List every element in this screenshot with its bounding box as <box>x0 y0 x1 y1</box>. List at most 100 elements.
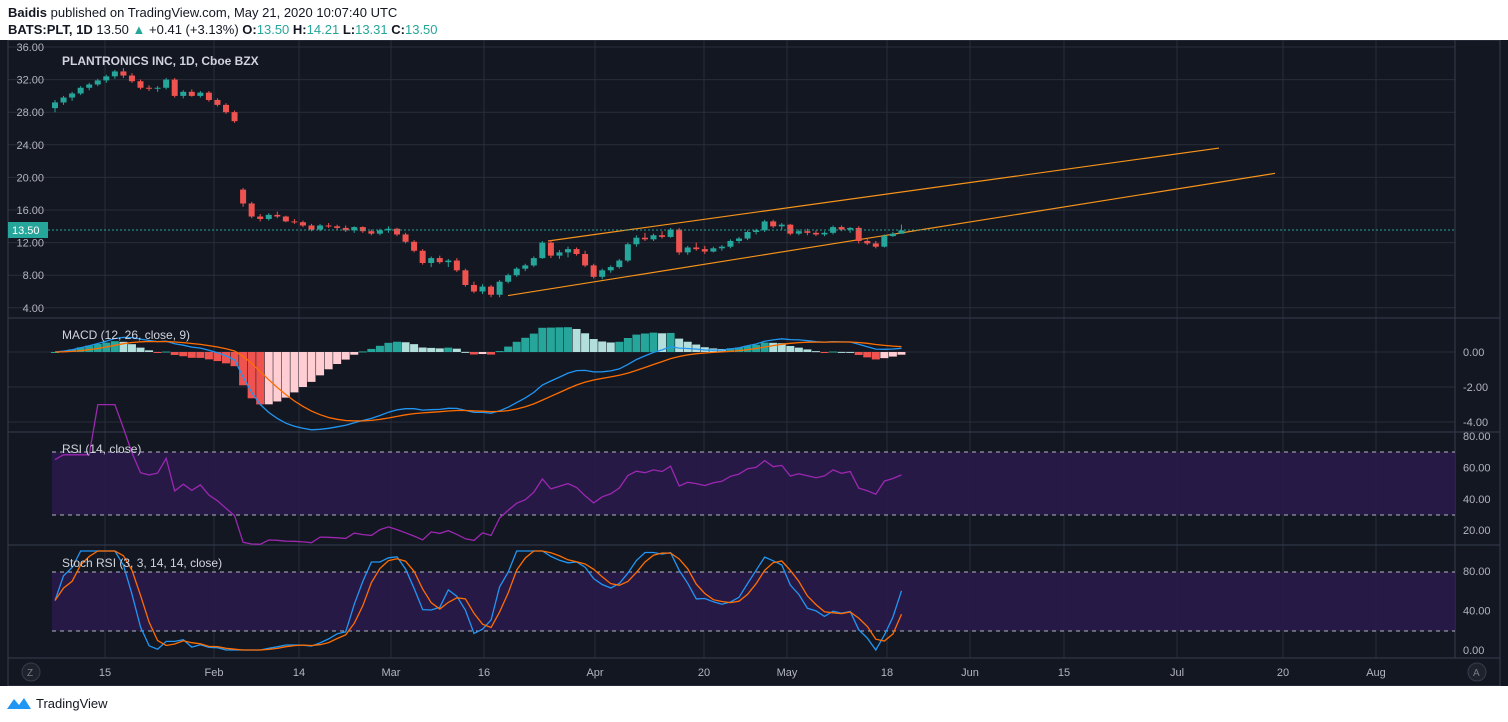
macd-hist-79 <box>726 348 735 352</box>
auto-scale-label: A <box>1473 668 1480 679</box>
macd-hist-48 <box>461 351 470 353</box>
stoch-scale[interactable]: 80.00 40.00 0.00 <box>1463 566 1491 657</box>
macd-hist-33 <box>333 352 342 364</box>
price-change: +0.41 (+3.13%) <box>149 22 239 37</box>
macd-hist-84 <box>769 342 778 352</box>
price-label-badge <box>8 222 48 238</box>
candle-body-51 <box>488 286 495 295</box>
candles <box>52 68 905 298</box>
candle-body-69 <box>641 237 648 240</box>
author-name[interactable]: Baidis <box>8 5 48 20</box>
candle-body-58 <box>547 242 554 256</box>
candle-body-47 <box>453 260 460 271</box>
macd-hist-89 <box>811 351 820 353</box>
rsi-pane[interactable] <box>54 403 902 545</box>
candle-body-56 <box>530 258 537 266</box>
candle-body-96 <box>872 243 879 247</box>
macd-hist-58 <box>546 327 555 352</box>
candle-body-63 <box>590 265 597 277</box>
macd-hist-23 <box>247 352 256 399</box>
macd-tick-0: 0.00 <box>1463 347 1484 359</box>
candle-body-28 <box>291 221 298 223</box>
up-arrow-icon: ▲ <box>132 22 146 37</box>
macd-hist-26 <box>273 352 282 402</box>
candle-body-42 <box>411 241 418 251</box>
candle-body-57 <box>539 242 546 259</box>
candle-body-22 <box>240 189 247 204</box>
candle-body-13 <box>163 79 170 88</box>
candle-body-6 <box>103 76 110 81</box>
candle-body-20 <box>223 104 229 113</box>
price-tick-2: 28.00 <box>16 107 44 119</box>
x-tick-2: 14 <box>293 667 305 679</box>
macd-hist-16 <box>187 352 196 358</box>
rsi-tick-0: 80.00 <box>1463 431 1491 443</box>
tradingview-brand[interactable]: TradingView <box>6 695 108 711</box>
macd-hist-51 <box>487 352 496 355</box>
time-scale[interactable]: 15 Feb 14 Mar 16 Apr 20 May 18 Jun 15 Jul 20 Aug <box>99 667 1386 679</box>
macd-hist-92 <box>837 351 846 353</box>
macd-hist-86 <box>786 345 795 352</box>
macd-line <box>54 336 902 431</box>
zoom-button[interactable] <box>21 662 41 682</box>
trend-upper-line <box>547 147 1220 242</box>
macd-hist-49 <box>469 352 478 355</box>
candle-body-48 <box>462 270 469 285</box>
symbol-label[interactable]: BATS:PLT, 1D <box>8 22 93 37</box>
x-tick-10: 15 <box>1058 667 1070 679</box>
macd-hist-28 <box>290 352 299 393</box>
macd-hist-64 <box>598 341 607 352</box>
candle-body-2 <box>69 93 76 98</box>
stoch-pane[interactable] <box>54 550 903 652</box>
macd-hist-52 <box>495 351 504 353</box>
candle-body-59 <box>556 252 563 256</box>
candle-body-31 <box>317 225 324 230</box>
macd-hist-7 <box>110 341 119 352</box>
macd-hist-12 <box>153 352 162 353</box>
x-tick-4: 16 <box>478 667 490 679</box>
rsi-tick-3: 20.00 <box>1463 525 1491 537</box>
macd-hist-34 <box>341 352 350 360</box>
candle-body-90 <box>821 232 828 235</box>
candle-body-24 <box>257 216 264 219</box>
macd-hist-45 <box>435 348 444 352</box>
macd-hist-97 <box>880 352 889 359</box>
macd-hist-4 <box>85 345 94 352</box>
x-tick-5: Apr <box>586 667 603 679</box>
candle-body-71 <box>659 235 666 237</box>
macd-hist-90 <box>820 352 829 353</box>
rsi-scale[interactable]: 80.00 60.00 40.00 20.00 <box>1463 431 1491 537</box>
macd-hist-99 <box>897 352 906 355</box>
macd-hist-13 <box>162 351 171 353</box>
macd-hist-8 <box>119 341 128 352</box>
macd-hist-42 <box>410 344 419 352</box>
candle-body-86 <box>787 224 794 234</box>
macd-hist-72 <box>666 332 675 352</box>
candle-body-85 <box>778 224 785 227</box>
macd-scale[interactable]: 0.00 -2.00 -4.00 <box>1463 347 1488 429</box>
auto-scale-button[interactable] <box>1467 662 1487 682</box>
price-scale[interactable]: 36.00 32.00 28.00 24.00 20.00 16.00 12.00 8.00 4… <box>16 42 44 315</box>
stoch-tick-2: 0.00 <box>1463 645 1484 657</box>
stoch-k-line <box>54 550 903 652</box>
candle-body-18 <box>205 92 212 100</box>
macd-hist-95 <box>863 352 872 358</box>
macd-tick-2: -4.00 <box>1463 417 1488 429</box>
macd-pane[interactable] <box>51 327 906 431</box>
x-tick-12: 20 <box>1277 667 1289 679</box>
stoch-d-line <box>54 550 903 651</box>
macd-hist-55 <box>521 337 530 352</box>
x-tick-11: Jul <box>1170 667 1184 679</box>
price-tick-5: 16.00 <box>16 205 44 217</box>
chart-canvas[interactable]: PLANTRONICS INC, 1D, Cboe BZX 36.00 32.00… <box>0 40 1508 686</box>
price-tick-6: 12.00 <box>16 238 44 250</box>
macd-hist-2 <box>68 349 77 352</box>
brand-label: TradingView <box>36 695 108 711</box>
macd-hist-69 <box>640 333 649 352</box>
macd-hist-57 <box>538 327 547 352</box>
candle-body-40 <box>394 228 400 235</box>
candle-body-80 <box>736 238 742 241</box>
candle-body-35 <box>351 227 358 231</box>
macd-hist-56 <box>529 333 538 352</box>
candle-body-32 <box>325 225 332 227</box>
